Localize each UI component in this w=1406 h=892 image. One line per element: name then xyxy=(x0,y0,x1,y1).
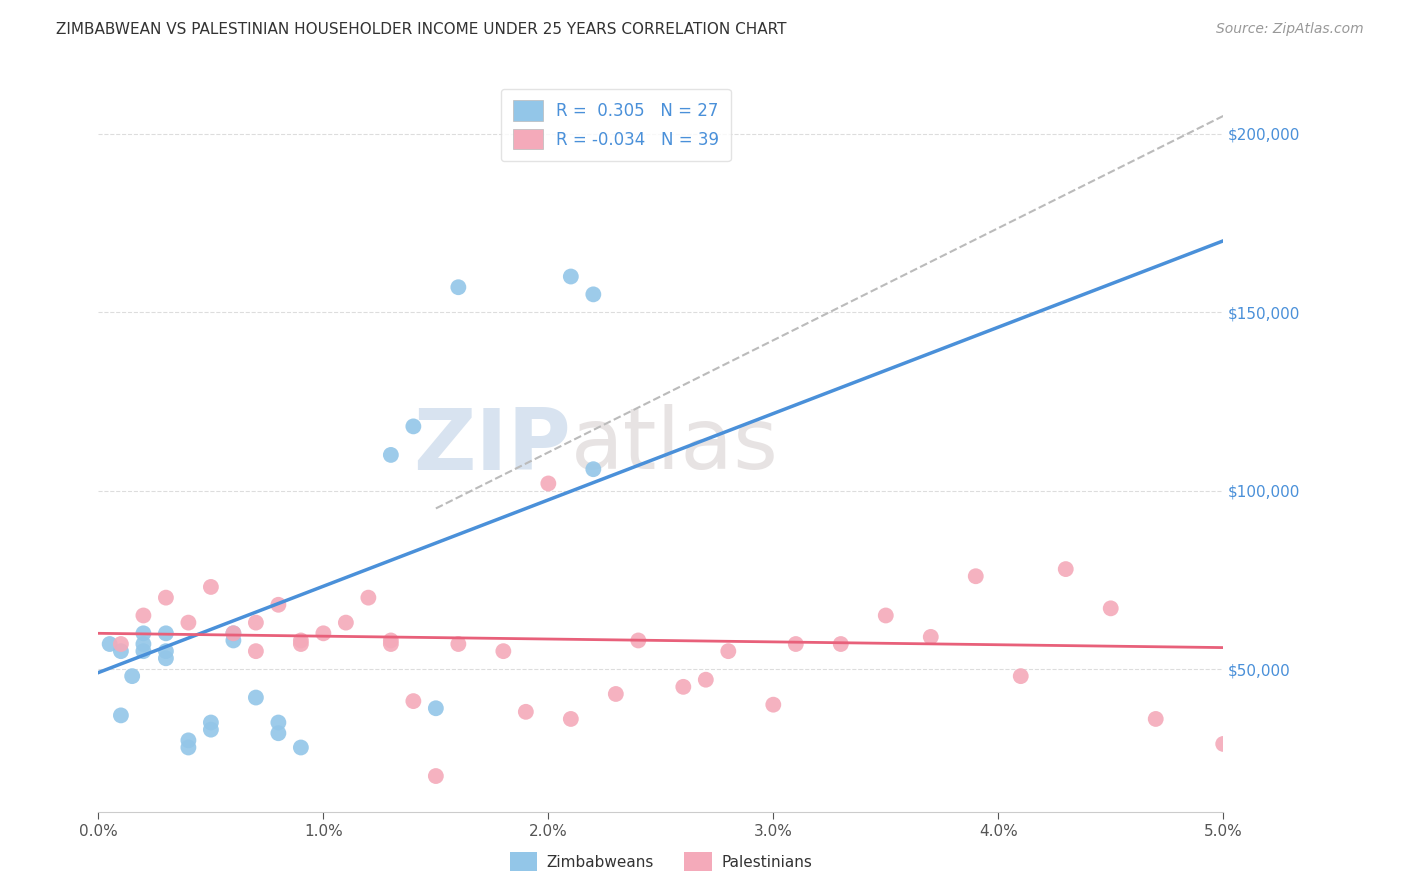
Point xyxy=(380,633,402,648)
Point xyxy=(447,637,470,651)
Point xyxy=(965,569,987,583)
Point xyxy=(515,705,537,719)
Point xyxy=(1010,669,1032,683)
Point xyxy=(875,608,897,623)
Point xyxy=(132,608,155,623)
Point xyxy=(357,591,380,605)
Point xyxy=(267,598,290,612)
Text: atlas: atlas xyxy=(571,404,779,488)
Point xyxy=(177,740,200,755)
Point xyxy=(245,690,267,705)
Point xyxy=(920,630,942,644)
Point xyxy=(132,626,155,640)
Point xyxy=(177,615,200,630)
Point xyxy=(717,644,740,658)
Point xyxy=(785,637,807,651)
Point xyxy=(110,637,132,651)
Point xyxy=(200,715,222,730)
Point xyxy=(200,580,222,594)
Point xyxy=(121,669,143,683)
Point xyxy=(290,740,312,755)
Point xyxy=(155,644,177,658)
Point xyxy=(222,626,245,640)
Point xyxy=(222,626,245,640)
Point xyxy=(335,615,357,630)
Point xyxy=(672,680,695,694)
Point xyxy=(380,637,402,651)
Point xyxy=(110,708,132,723)
Point xyxy=(132,644,155,658)
Point xyxy=(582,287,605,301)
Point xyxy=(312,626,335,640)
Point xyxy=(402,419,425,434)
Point xyxy=(425,769,447,783)
Point xyxy=(290,633,312,648)
Point xyxy=(762,698,785,712)
Point xyxy=(447,280,470,294)
Point xyxy=(537,476,560,491)
Point xyxy=(245,644,267,658)
Point xyxy=(560,712,582,726)
Point xyxy=(267,726,290,740)
Point xyxy=(245,615,267,630)
Point xyxy=(1144,712,1167,726)
Point xyxy=(177,733,200,747)
Point xyxy=(402,694,425,708)
Point xyxy=(267,715,290,730)
Point xyxy=(627,633,650,648)
Point xyxy=(605,687,627,701)
Point xyxy=(200,723,222,737)
Point xyxy=(110,644,132,658)
Point xyxy=(1212,737,1234,751)
Point xyxy=(492,644,515,658)
Point xyxy=(290,637,312,651)
Point xyxy=(155,591,177,605)
Point xyxy=(98,637,121,651)
Point xyxy=(830,637,852,651)
Legend: Zimbabweans, Palestinians: Zimbabweans, Palestinians xyxy=(503,847,818,877)
Point xyxy=(380,448,402,462)
Point xyxy=(582,462,605,476)
Point xyxy=(222,633,245,648)
Point xyxy=(155,626,177,640)
Text: Source: ZipAtlas.com: Source: ZipAtlas.com xyxy=(1216,22,1364,37)
Text: ZIP: ZIP xyxy=(413,404,571,488)
Point xyxy=(695,673,717,687)
Point xyxy=(132,637,155,651)
Point xyxy=(155,651,177,665)
Point xyxy=(560,269,582,284)
Point xyxy=(1099,601,1122,615)
Text: ZIMBABWEAN VS PALESTINIAN HOUSEHOLDER INCOME UNDER 25 YEARS CORRELATION CHART: ZIMBABWEAN VS PALESTINIAN HOUSEHOLDER IN… xyxy=(56,22,787,37)
Point xyxy=(1054,562,1077,576)
Point xyxy=(425,701,447,715)
